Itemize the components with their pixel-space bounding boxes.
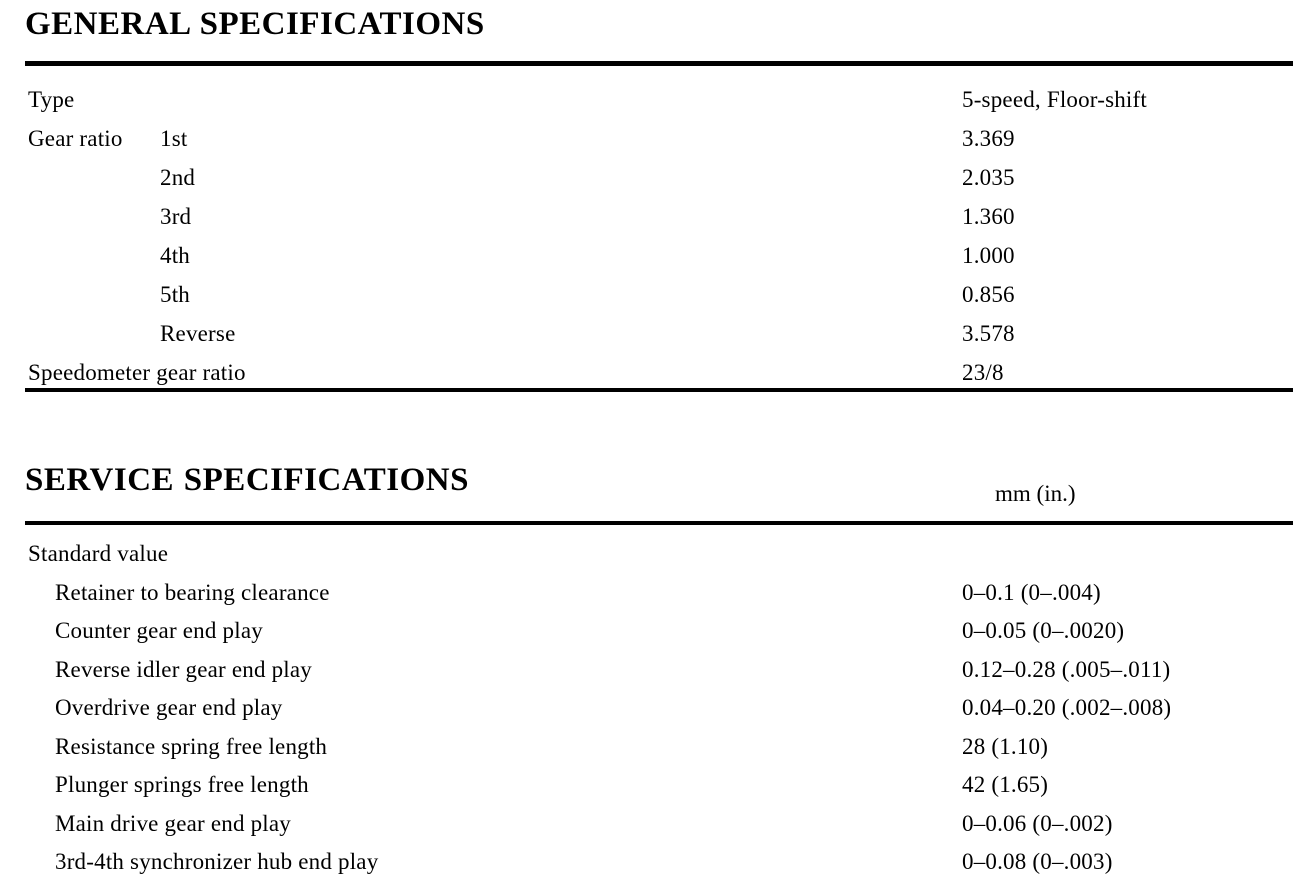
unit-column-header: mm (in.)	[995, 481, 1076, 506]
table-row: Resistance spring free length 28 (1.10)	[28, 728, 1292, 767]
table-row: Type 5-speed, Floor-shift	[28, 80, 1292, 119]
spec-value: 28 (1.10)	[962, 733, 1049, 759]
table-row: Gear ratio 1st 3.369	[28, 119, 1292, 158]
table-row: 4th 1.000	[28, 236, 1292, 275]
spec-value: 5-speed, Floor-shift	[962, 86, 1147, 112]
table-row: 5th 0.856	[28, 275, 1292, 314]
service-table-top-rule	[25, 521, 1293, 525]
table-row: 3rd-4th synchronizer hub end play 0–0.08…	[28, 843, 1292, 882]
general-table-top-rule	[25, 61, 1293, 66]
spec-value: 23/8	[962, 359, 1004, 385]
table-row: Standard value	[28, 535, 1292, 574]
table-row: Counter gear end play 0–0.05 (0–.0020)	[28, 612, 1292, 651]
spec-label: Standard value	[28, 541, 169, 567]
general-table-bottom-rule	[25, 388, 1293, 392]
table-row: Main drive gear end play 0–0.06 (0–.002)	[28, 805, 1292, 844]
spec-sublabel: 2nd	[160, 164, 196, 190]
spec-label: Resistance spring free length	[55, 733, 328, 759]
spec-value: 1.000	[962, 242, 1015, 268]
table-row: Retainer to bearing clearance 0–0.1 (0–.…	[28, 574, 1292, 613]
spec-value: 1.360	[962, 203, 1015, 229]
table-row: Plunger springs free length 42 (1.65)	[28, 766, 1292, 805]
service-specs-table: Standard value Retainer to bearing clear…	[28, 535, 1292, 882]
spec-label: Speedometer gear ratio	[28, 359, 246, 385]
spec-value: 0–0.1 (0–.004)	[962, 579, 1101, 605]
spec-value: 2.035	[962, 164, 1015, 190]
spec-label: Main drive gear end play	[55, 810, 291, 836]
spec-label: Type	[28, 86, 75, 112]
table-row: Reverse 3.578	[28, 314, 1292, 353]
general-specs-table: Type 5-speed, Floor-shift Gear ratio 1st…	[28, 80, 1292, 392]
spec-value: 0–0.08 (0–.003)	[962, 849, 1113, 875]
spec-label: 3rd-4th synchronizer hub end play	[55, 849, 379, 875]
table-row: Overdrive gear end play 0.04–0.20 (.002–…	[28, 689, 1292, 728]
spec-value: 3.369	[962, 125, 1015, 151]
spec-value: 0.12–0.28 (.005–.011)	[962, 656, 1171, 682]
spec-value: 0–0.06 (0–.002)	[962, 810, 1113, 836]
spec-sublabel: 3rd	[160, 203, 192, 229]
spec-sublabel: Reverse	[160, 320, 236, 346]
spec-value: 0.04–0.20 (.002–.008)	[962, 695, 1172, 721]
general-specifications-title: GENERAL SPECIFICATIONS	[25, 6, 485, 42]
spec-sublabel: 4th	[160, 242, 190, 268]
spec-label: Retainer to bearing clearance	[55, 579, 330, 605]
spec-sublabel: 5th	[160, 281, 190, 307]
spec-label: Reverse idler gear end play	[55, 656, 313, 682]
table-row: 2nd 2.035	[28, 158, 1292, 197]
table-row: 3rd 1.360	[28, 197, 1292, 236]
table-row: Reverse idler gear end play 0.12–0.28 (.…	[28, 651, 1292, 690]
service-specifications-title: SERVICE SPECIFICATIONS	[25, 462, 469, 498]
spec-value: 0.856	[962, 281, 1015, 307]
spec-value: 3.578	[962, 320, 1015, 346]
table-row: Speedometer gear ratio 23/8	[28, 353, 1292, 392]
spec-sublabel: 1st	[160, 125, 188, 151]
spec-value: 0–0.05 (0–.0020)	[962, 618, 1125, 644]
spec-value: 42 (1.65)	[962, 772, 1049, 798]
spec-label: Gear ratio	[28, 125, 123, 151]
spec-label: Overdrive gear end play	[55, 695, 283, 721]
spec-label: Plunger springs free length	[55, 772, 309, 798]
spec-label: Counter gear end play	[55, 618, 263, 644]
